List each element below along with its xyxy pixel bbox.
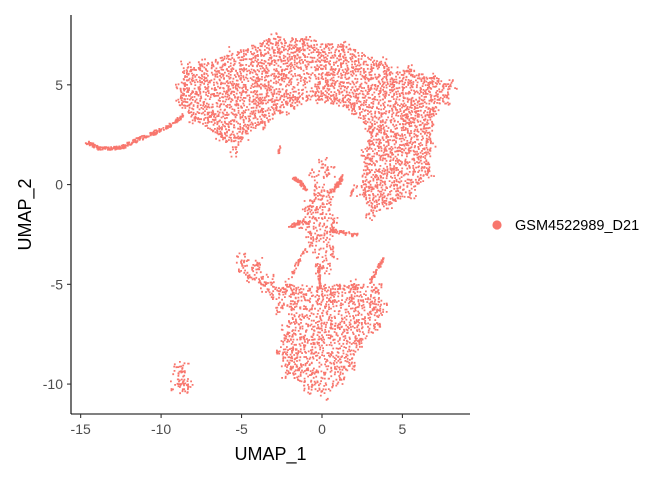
y-axis-title: UMAP_2 <box>15 178 36 250</box>
legend-label: GSM4522989_D21 <box>515 218 639 234</box>
x-tick-label: 0 <box>318 421 326 437</box>
legend: GSM4522989_D21 <box>492 218 639 234</box>
x-tick-label: 5 <box>399 421 407 437</box>
x-tick-label: -5 <box>235 421 248 437</box>
x-axis-title: UMAP_1 <box>234 444 306 465</box>
y-tick-label: 0 <box>55 177 63 193</box>
x-tick-label: -15 <box>71 421 91 437</box>
axes: -15 -10 -5 0 5 -10 -5 0 5 <box>43 15 470 437</box>
legend-key-dot <box>492 220 502 230</box>
scatter-points <box>84 32 458 401</box>
y-tick-label: -10 <box>43 376 63 392</box>
y-tick-label: 5 <box>55 77 63 93</box>
cell-points <box>84 32 458 401</box>
y-tick-label: -5 <box>51 276 64 292</box>
x-tick-label: -10 <box>151 421 171 437</box>
